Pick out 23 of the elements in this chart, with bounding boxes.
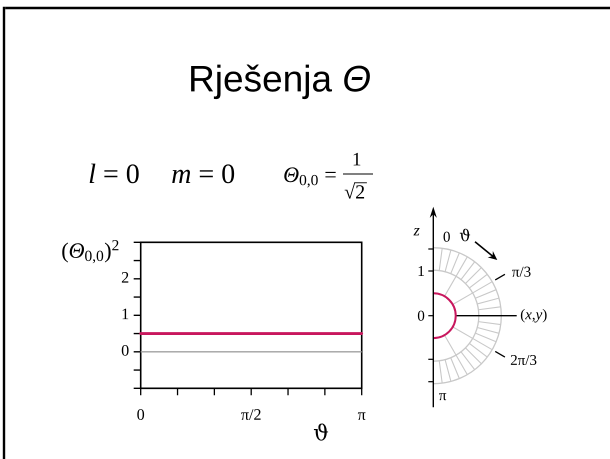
text: 1	[418, 266, 424, 276]
x-tick-label: π/2	[241, 409, 261, 420]
y-tick-label: 1	[122, 308, 128, 320]
text: 2π/3	[510, 354, 536, 366]
y-axis-title: (Θ$_{0,0}$)$^{2}$	[62, 240, 118, 264]
x-tick-label: π	[358, 412, 366, 420]
text: 1	[354, 152, 360, 166]
y-tick-label: 2	[122, 272, 128, 283]
text: ϑ	[460, 228, 470, 242]
x-axis-title: ϑ	[314, 423, 328, 441]
text: π	[439, 393, 446, 400]
chart-title: Rješenja Θ	[191, 64, 370, 100]
text: (x,y)	[520, 308, 547, 323]
text: √2	[344, 182, 364, 199]
text: l = 0	[90, 164, 139, 184]
x-tick-label: 0	[137, 409, 144, 420]
text: π/3	[512, 266, 531, 277]
text: z	[413, 228, 420, 236]
text: 0	[444, 232, 450, 242]
text: 0	[418, 310, 424, 321]
text: m = 0	[172, 164, 234, 184]
text: Θ$_{0,0}$ =	[284, 167, 336, 188]
y-tick-label: 0	[122, 345, 129, 356]
